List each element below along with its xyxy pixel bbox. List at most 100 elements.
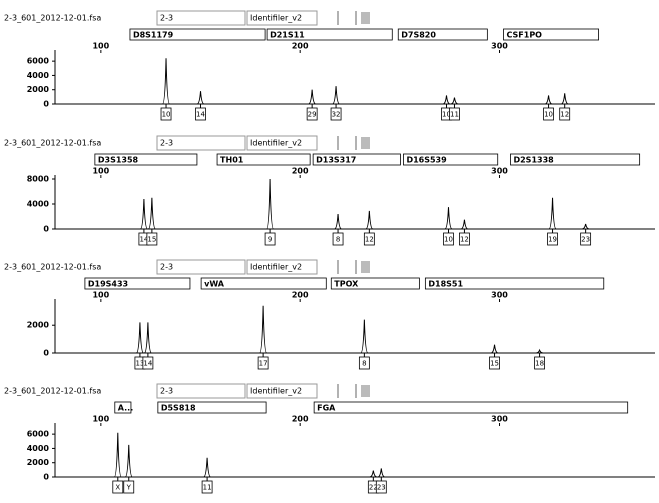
locus-name: D21S11: [270, 31, 305, 40]
allele-box[interactable]: [306, 107, 318, 121]
locus-box: [200, 277, 327, 290]
allele-label: 12: [460, 236, 469, 244]
peak: [460, 219, 469, 230]
locus-box: [157, 401, 267, 414]
allele-box[interactable]: [547, 232, 558, 246]
color-square[interactable]: [361, 385, 370, 397]
peak: [450, 97, 459, 105]
file-name: 2-3_601_2012-12-01.fsa: [4, 139, 101, 148]
allele-label: 12: [560, 111, 569, 119]
locus-name: D19S433: [88, 280, 128, 289]
allele-box[interactable]: [123, 480, 135, 494]
peak: [147, 197, 156, 230]
file-name: 2-3_601_2012-12-01.fsa: [4, 14, 101, 23]
allele-box[interactable]: [580, 232, 592, 246]
x-tick-label: 100: [92, 42, 109, 51]
peak: [266, 178, 275, 230]
locus-box: [312, 153, 401, 166]
allele-box[interactable]: [534, 356, 545, 370]
allele-box[interactable]: [146, 232, 158, 246]
allele-box[interactable]: [559, 107, 571, 121]
x-tick-label: 100: [92, 415, 109, 424]
peak: [124, 444, 133, 478]
allele-box[interactable]: [330, 107, 342, 121]
peak: [369, 470, 377, 478]
x-tick-label: 200: [292, 167, 309, 176]
x-tick-label: 200: [292, 42, 309, 51]
sample-name: 2-3: [160, 387, 173, 396]
allele-box[interactable]: [459, 232, 470, 246]
peak: [582, 223, 590, 230]
y-tick-label: 4000: [27, 444, 50, 453]
y-tick-label: 0: [43, 349, 49, 358]
peak: [162, 58, 171, 105]
allele-label: 12: [365, 236, 374, 244]
peak: [360, 319, 369, 354]
panel-box: [246, 10, 318, 26]
allele-label: 15: [147, 236, 156, 244]
x-tick-label: 100: [92, 167, 109, 176]
panel-box: [246, 383, 318, 399]
allele-box[interactable]: [160, 107, 172, 121]
allele-box[interactable]: [375, 480, 387, 494]
allele-box[interactable]: [142, 356, 154, 370]
panel-box: [246, 135, 318, 151]
allele-label: 10: [444, 236, 453, 244]
color-square[interactable]: [361, 261, 370, 273]
allele-box[interactable]: [264, 232, 276, 246]
peak: [561, 93, 569, 105]
allele-label: 13: [135, 360, 144, 368]
allele-label: 14: [196, 111, 205, 119]
y-tick-label: 2000: [27, 85, 50, 94]
allele-box[interactable]: [358, 356, 370, 370]
locus-box: [266, 28, 393, 41]
locus-name: vWA: [204, 280, 225, 289]
allele-label: 9: [268, 236, 272, 244]
allele-box[interactable]: [112, 480, 124, 494]
allele-box[interactable]: [257, 356, 269, 370]
peak: [143, 322, 152, 354]
panel-name: Identifiler_v2: [250, 387, 302, 396]
locus-box: [216, 153, 311, 166]
allele-label: 15: [490, 360, 499, 368]
y-tick-label: 4000: [27, 200, 50, 209]
allele-label: 32: [332, 111, 341, 119]
y-tick-label: 0: [43, 225, 49, 234]
allele-box[interactable]: [201, 480, 213, 494]
x-tick-label: 200: [292, 415, 309, 424]
locus-name: A...: [118, 404, 133, 413]
panel-name: Identifiler_v2: [250, 14, 302, 23]
locus-box: [84, 277, 191, 290]
sample-box: [156, 383, 246, 399]
allele-box[interactable]: [195, 107, 206, 121]
peak: [548, 197, 557, 230]
allele-box[interactable]: [543, 107, 554, 121]
peak: [442, 95, 451, 105]
locus-name: D8S1179: [133, 31, 174, 40]
allele-label: 14: [139, 236, 148, 244]
allele-box[interactable]: [443, 232, 454, 246]
peak: [377, 468, 385, 478]
allele-box[interactable]: [363, 232, 375, 246]
color-square[interactable]: [361, 137, 370, 149]
peak: [490, 344, 499, 354]
allele-label: 22: [369, 484, 378, 492]
locus-name: D2S1338: [513, 156, 554, 165]
peak: [259, 305, 268, 354]
locus-box: [510, 153, 641, 166]
color-square[interactable]: [361, 12, 370, 24]
x-tick-label: 100: [92, 291, 109, 300]
y-tick-label: 6000: [27, 57, 50, 66]
allele-box[interactable]: [332, 232, 344, 246]
panel-box: [246, 259, 318, 275]
y-tick-label: 6000: [27, 430, 50, 439]
allele-label: 11: [450, 111, 459, 119]
locus-box: [330, 277, 420, 290]
allele-label: 18: [535, 360, 544, 368]
allele-box[interactable]: [449, 107, 460, 121]
allele-label: 10: [442, 111, 451, 119]
allele-box[interactable]: [489, 356, 500, 370]
allele-label: 10: [162, 111, 171, 119]
y-tick-label: 4000: [27, 71, 50, 80]
